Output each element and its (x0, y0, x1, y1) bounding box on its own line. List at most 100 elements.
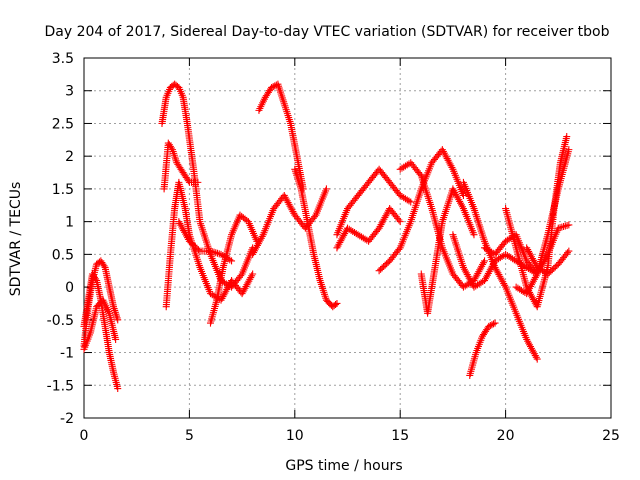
data-point (208, 291, 216, 299)
data-point (332, 301, 340, 309)
data-point (535, 265, 543, 273)
y-tick-label: -2 (60, 411, 74, 427)
data-point (482, 245, 490, 253)
y-tick-label: -1 (60, 346, 74, 362)
data-point (217, 250, 225, 258)
data-point (401, 162, 409, 170)
data-point (345, 225, 353, 233)
data-point (359, 234, 367, 242)
series-trace-23 (523, 244, 573, 278)
data-point (463, 281, 471, 289)
data-point (472, 282, 480, 290)
series-trace-12 (333, 165, 415, 239)
data-point (333, 299, 341, 307)
data-point (461, 282, 469, 290)
y-tick-label: 0.5 (52, 247, 74, 263)
data-point (502, 250, 510, 258)
data-point (484, 246, 492, 254)
series-trace-14 (375, 146, 467, 275)
y-tick-label: 0 (65, 280, 74, 296)
series-trace-13 (333, 205, 404, 252)
data-point (502, 237, 510, 245)
data-point (395, 216, 403, 224)
data-point (249, 270, 257, 278)
data-point (100, 262, 108, 270)
data-point (171, 153, 179, 161)
data-point (489, 320, 497, 328)
data-point (514, 284, 522, 292)
data-point (354, 231, 362, 239)
data-point (400, 163, 408, 171)
data-point (496, 254, 504, 262)
y-axis-ticks: -2 -1.5 -1 -0.5 0 0.5 1 1.5 2 2.5 3 3.5 (47, 51, 611, 427)
data-point (486, 247, 494, 255)
series-trace-11 (291, 165, 341, 311)
y-tick-label: 3 (65, 84, 74, 100)
data-point (416, 170, 424, 178)
data-point (540, 268, 548, 276)
data-point (349, 227, 357, 235)
data-point (491, 319, 499, 327)
series-trace-19 (466, 319, 499, 379)
x-tick-label: 5 (185, 428, 194, 444)
data-point (228, 257, 236, 265)
data-point (194, 246, 202, 254)
data-point (563, 133, 571, 141)
series-trace-15 (396, 159, 489, 291)
data-point (311, 213, 319, 221)
y-tick-label: -1.5 (47, 378, 74, 394)
data-point (396, 191, 404, 199)
data-point (395, 245, 403, 253)
data-point (564, 249, 572, 257)
data-point (477, 279, 485, 287)
data-point (268, 83, 276, 91)
data-point (401, 195, 409, 203)
data-point (112, 335, 120, 343)
data-point (206, 290, 214, 298)
data-point (512, 283, 520, 291)
data-point (347, 226, 355, 234)
data-point (517, 286, 525, 294)
data-point (565, 247, 573, 255)
data-point (533, 355, 541, 363)
data-point (538, 267, 546, 275)
data-point (114, 385, 122, 393)
data-point (405, 197, 413, 205)
data-point (344, 224, 351, 232)
data-point (170, 151, 178, 159)
data-point (507, 254, 515, 262)
data-point (481, 257, 489, 265)
series-trace-3 (80, 296, 120, 353)
data-point (470, 231, 478, 239)
data-point (533, 263, 541, 271)
y-tick-label: 2 (65, 149, 74, 165)
data-point (516, 285, 524, 293)
data-point (537, 266, 545, 274)
data-point (114, 316, 122, 324)
data-point (356, 232, 364, 240)
x-tick-label: 10 (286, 428, 304, 444)
data-point (495, 255, 503, 263)
data-point (565, 221, 573, 229)
data-point (92, 275, 100, 283)
y-axis-label: SDTVAR / TECUs (8, 182, 24, 297)
data-point (505, 253, 513, 261)
data-point (503, 251, 511, 259)
data-point (565, 146, 573, 154)
data-point (509, 255, 517, 263)
data-point (398, 164, 406, 172)
series-layer (80, 80, 573, 393)
data-point (475, 280, 483, 288)
data-point (473, 281, 481, 289)
series-trace-5 (160, 139, 202, 193)
data-point (221, 279, 229, 287)
x-tick-label: 20 (497, 428, 515, 444)
data-point (113, 314, 121, 322)
data-point (503, 236, 511, 244)
data-point (113, 312, 121, 320)
data-point (481, 244, 489, 252)
series-trace-17 (449, 231, 541, 291)
data-point (351, 229, 359, 237)
data-point (237, 272, 245, 280)
